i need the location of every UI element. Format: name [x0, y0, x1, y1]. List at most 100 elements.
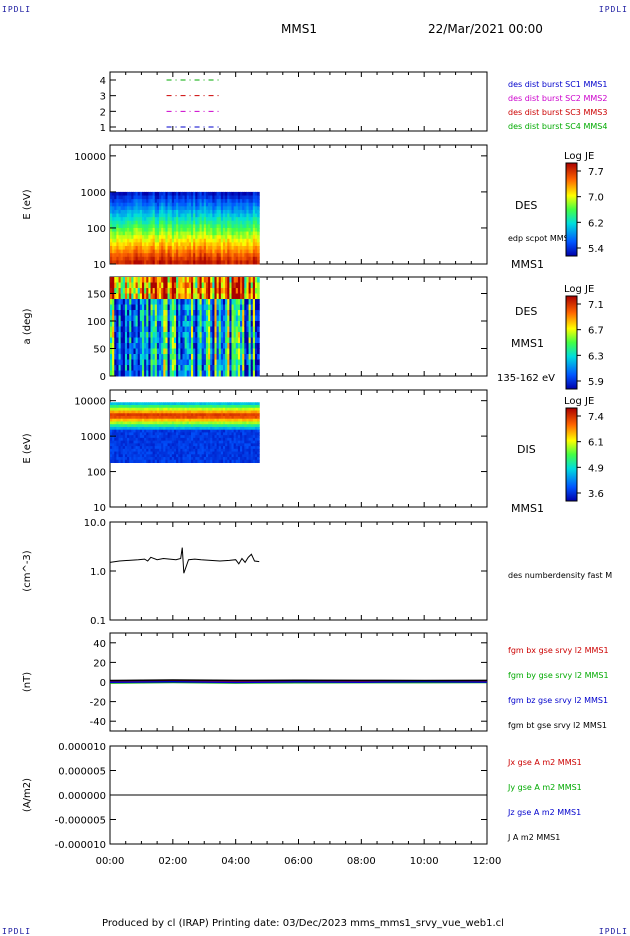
y-tick-label: 100	[87, 468, 106, 479]
y-axis-label: (nT)	[22, 672, 33, 692]
y-tick-label: 1.0	[90, 567, 106, 578]
panel-label: DIS	[517, 443, 536, 456]
legend-entry: des dist burst SC3 MMS3	[508, 108, 607, 117]
y-tick-label: 10	[93, 503, 106, 514]
colorbar	[566, 296, 577, 389]
x-tick-label: 00:00	[96, 856, 125, 867]
spectrogram-cell	[257, 192, 260, 196]
y-tick-label: -0.000010	[55, 840, 106, 851]
spectrogram-cell	[257, 239, 260, 243]
spectrogram-cell	[257, 343, 260, 349]
energy-range-label: 135-162 eV	[497, 373, 555, 384]
panel-label: DES	[515, 199, 537, 212]
colorbar-title: Log JE	[564, 151, 594, 162]
spectrogram-cell	[257, 349, 260, 355]
corner-label: IPDLI	[599, 927, 628, 936]
sat-label: MMS1	[511, 258, 544, 271]
colorbar-label: 7.1	[588, 300, 604, 311]
spectrogram-cell	[257, 338, 260, 344]
legend-entry: des dist burst SC2 MMS2	[508, 94, 607, 103]
density-line	[110, 548, 259, 574]
spectrogram-cell	[257, 299, 260, 305]
spectrogram-cell	[257, 310, 260, 316]
spectrogram-cell	[257, 354, 260, 360]
x-tick-label: 06:00	[284, 856, 313, 867]
y-tick-label: 0	[100, 372, 106, 383]
y-tick-label: 50	[93, 345, 106, 356]
legend-entry: fgm bx gse srvy l2 MMS1	[508, 646, 609, 655]
y-tick-label: -0.000005	[55, 816, 106, 827]
x-tick-label: 02:00	[158, 856, 187, 867]
legend-entry: des dist burst SC4 MMS4	[508, 122, 607, 131]
y-tick-label: 1000	[81, 432, 106, 443]
spectrogram-cell	[257, 242, 260, 246]
spectrogram-cell	[257, 327, 260, 333]
y-tick-label: 0.000010	[58, 742, 106, 753]
footer-text: Produced by cl (IRAP) Printing date: 03/…	[102, 918, 504, 929]
y-tick-label: 100	[87, 317, 106, 328]
x-tick-label: 08:00	[347, 856, 376, 867]
y-tick-label: -40	[90, 717, 106, 728]
legend-entry: Jy gse A m2 MMS1	[507, 783, 582, 792]
y-tick-label: 10000	[74, 152, 106, 163]
y-tick-label: 0.000005	[58, 767, 106, 778]
y-tick-label: 4	[100, 76, 106, 87]
y-axis-label: E (eV)	[22, 189, 33, 219]
colorbar-label: 7.4	[588, 412, 604, 423]
y-axis-label: (A/m2)	[22, 778, 33, 812]
corner-label: IPDLI	[2, 927, 31, 936]
field-line	[110, 682, 487, 683]
legend-entry: Jx gse A m2 MMS1	[507, 758, 582, 767]
y-axis-label: (cm^-3)	[22, 550, 33, 591]
x-tick-label: 10:00	[410, 856, 439, 867]
spectrogram-cell	[257, 277, 260, 283]
y-tick-label: 100	[87, 224, 106, 235]
spectrogram-cell	[257, 250, 260, 254]
x-tick-label: 12:00	[473, 856, 502, 867]
spectrogram-cell	[257, 316, 260, 322]
spectrogram-cell	[257, 332, 260, 338]
spectrogram-cell	[257, 283, 260, 289]
spectrogram-cell	[257, 253, 260, 257]
spectrogram-cell	[257, 321, 260, 327]
spectrogram-cell	[257, 217, 260, 221]
colorbar-label: 4.9	[588, 463, 604, 474]
spectrogram-cell	[257, 221, 260, 225]
colorbar-label: 7.7	[588, 167, 604, 178]
legend-entry: Jz gse A m2 MMS1	[507, 808, 581, 817]
legend-entry: des numberdensity fast M	[508, 571, 612, 580]
colorbar-label: 3.6	[588, 489, 604, 500]
spectrogram-cell	[257, 360, 260, 366]
y-tick-label: 20	[93, 658, 106, 669]
y-tick-label: 40	[93, 639, 106, 650]
legend-entry: J A m2 MMS1	[507, 833, 560, 842]
panel-frame	[110, 72, 487, 131]
y-tick-label: -20	[90, 698, 106, 709]
colorbar-label: 5.9	[588, 377, 604, 388]
sat-label: MMS1	[511, 337, 544, 350]
y-tick-label: 0.000000	[58, 791, 106, 802]
spectrogram-cell	[257, 210, 260, 214]
spectrogram-cell	[257, 305, 260, 311]
spectrogram-cell	[257, 294, 260, 300]
spectrogram-cell	[257, 224, 260, 228]
colorbar-label: 5.4	[588, 244, 604, 255]
y-tick-label: 150	[87, 290, 106, 301]
y-tick-label: 1000	[81, 188, 106, 199]
legend-entry: fgm bz gse srvy l2 MMS1	[508, 696, 608, 705]
legend-entry: des dist burst SC1 MMS1	[508, 80, 607, 89]
x-tick-label: 04:00	[221, 856, 250, 867]
spectrogram-cell	[257, 203, 260, 207]
spectrogram-cell	[257, 228, 260, 232]
y-tick-label: 2	[100, 107, 106, 118]
spectrogram-cell	[257, 288, 260, 294]
spectrogram-cell	[257, 260, 260, 264]
colorbar-label: 6.2	[588, 218, 604, 229]
y-tick-label: 0	[100, 678, 106, 689]
spectrogram-cell	[257, 460, 260, 463]
colorbar	[566, 408, 577, 501]
colorbar-label: 6.3	[588, 351, 604, 362]
spectrogram-cell	[257, 214, 260, 218]
spectrogram-cell	[257, 232, 260, 236]
